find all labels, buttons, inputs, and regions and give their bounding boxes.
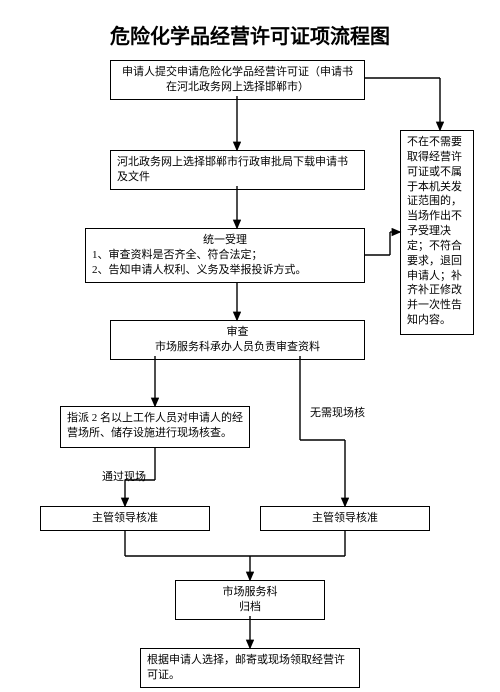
node-issue-license: 根据申请人选择，邮寄或现场领取经营许可证。 (140, 648, 360, 688)
node-onsite-check: 指派 2 名以上工作人员对申请人的经营场所、储存设施进行现场核查。 (60, 406, 250, 448)
node-leader-approve-a: 主管领导核准 (40, 506, 210, 531)
node-rejection-note: 不在不需要取得经营许可证或不属于本机关发证范围的，当场作出不予受理决定；不符合要… (400, 130, 474, 335)
edge-label-no-site: 无需现场核 (310, 404, 365, 420)
node-leader-approve-b: 主管领导核准 (260, 506, 430, 531)
edge-label-pass-site: 通过现场 (102, 468, 146, 484)
node-review: 审查市场服务科承办人员负责审查资料 (110, 320, 365, 360)
node-unified-acceptance: 统一受理1、审查资料是否齐全、符合法定；2、告知申请人权利、义务及举报投诉方式。 (85, 228, 365, 283)
node-submit-application: 申请人提交申请危险化学品经营许可证（申请书在河北政务网上选择邯郸市） (110, 60, 365, 100)
node-archive: 市场服务科归档 (175, 580, 325, 620)
page-title: 危险化学品经营许可证项流程图 (0, 20, 500, 49)
node-download-form: 河北政务网上选择邯郸市行政审批局下载申请书及文件 (110, 150, 365, 190)
